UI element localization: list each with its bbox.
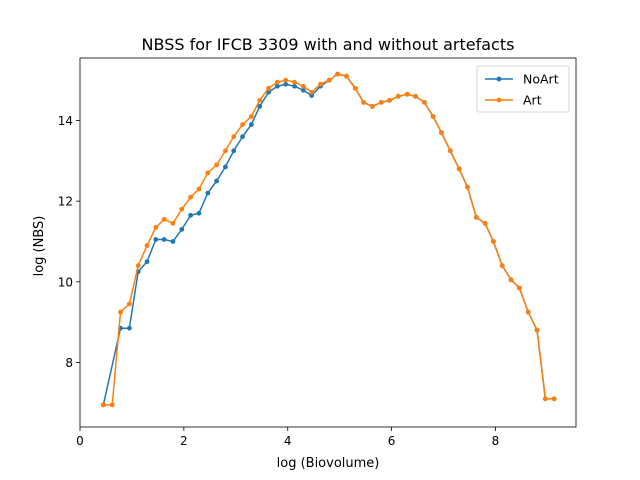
data-point-art (205, 170, 211, 176)
data-point-art (551, 396, 557, 402)
data-point-art (344, 73, 349, 79)
data-point-noart (161, 237, 167, 242)
plot-area: 0 2 4 6 8 8 10 12 14 (58, 57, 577, 448)
data-point-art (473, 214, 479, 220)
data-point-art (370, 103, 375, 109)
x-tick-label: 8 (492, 434, 500, 448)
data-point-art (516, 285, 522, 291)
axes-frame (79, 57, 577, 428)
data-point-art (421, 99, 427, 105)
data-point-art (248, 114, 254, 119)
data-point-art (135, 263, 141, 269)
data-point-art (309, 89, 315, 95)
data-point-art (456, 166, 462, 172)
y-tick-label: 8 (65, 356, 73, 370)
data-point-art (387, 97, 392, 103)
y-tick-label: 10 (58, 275, 73, 289)
x-tick-label: 4 (284, 434, 292, 448)
legend-marker-noart (496, 76, 502, 82)
data-point-noart (170, 239, 176, 244)
data-point-noart (126, 325, 132, 331)
data-point-art (300, 83, 306, 89)
data-point-art (188, 194, 194, 200)
x-tick-label: 0 (76, 434, 84, 448)
data-point-art (179, 206, 185, 212)
legend-label-art: Art (523, 93, 542, 108)
chart-title: NBSS for IFCB 3309 with and without arte… (142, 35, 515, 54)
data-point-art (534, 327, 540, 333)
data-point-art (439, 130, 444, 136)
legend-label-noart: NoArt (523, 72, 559, 87)
y-axis-label: log (NBS) (32, 216, 47, 277)
data-point-art (465, 184, 470, 190)
y-tick-label: 14 (58, 114, 73, 128)
data-point-art (214, 162, 219, 168)
x-tick-label: 6 (388, 434, 396, 448)
data-point-art (170, 220, 176, 226)
data-point-art (542, 396, 548, 402)
data-point-art (335, 71, 341, 77)
data-point-noart (240, 134, 245, 140)
data-point-art (378, 99, 384, 105)
data-point-art (161, 216, 167, 222)
data-point-art (292, 79, 297, 85)
data-point-art (404, 91, 410, 97)
data-point-art (326, 77, 332, 83)
data-point-art (109, 402, 115, 408)
legend-marker-art (496, 97, 502, 103)
data-point-art (361, 99, 366, 105)
data-point-art (430, 114, 436, 119)
data-point-art (231, 134, 237, 140)
data-point-art (491, 239, 496, 244)
data-point-noart (153, 237, 159, 242)
data-point-noart (231, 148, 237, 154)
data-point-art (508, 277, 514, 283)
data-point-noart (283, 81, 289, 87)
data-point-art (499, 263, 505, 269)
data-point-art (413, 93, 418, 99)
data-point-art (257, 97, 263, 103)
data-point-art (223, 148, 228, 154)
data-point-art (196, 186, 202, 192)
data-point-noart (257, 103, 263, 109)
data-point-noart (223, 164, 228, 170)
data-point-art (283, 77, 289, 83)
x-axis-label: log (Biovolume) (277, 456, 380, 471)
legend: NoArt Art (476, 65, 570, 113)
data-point-noart (292, 83, 297, 89)
data-point-noart (188, 212, 194, 218)
data-point-art (395, 93, 401, 99)
data-point-noart (179, 226, 185, 232)
data-point-noart (144, 259, 150, 265)
data-point-noart (248, 122, 254, 127)
data-point-art (482, 220, 488, 226)
data-point-art (144, 243, 150, 248)
data-point-art (447, 148, 453, 154)
data-point-noart (300, 87, 306, 93)
data-point-art (274, 79, 280, 85)
data-point-art (352, 85, 358, 91)
data-point-noart (196, 210, 202, 216)
x-tick-label: 2 (180, 434, 188, 448)
data-point-art (266, 85, 271, 91)
data-point-art (153, 224, 159, 230)
data-point-art (525, 309, 531, 315)
data-point-noart (274, 83, 280, 89)
data-point-art (100, 402, 106, 408)
data-point-art (126, 301, 132, 307)
data-point-art (118, 309, 123, 315)
data-point-art (318, 81, 323, 87)
data-point-noart (214, 178, 219, 184)
data-point-art (240, 122, 245, 127)
data-point-noart (205, 190, 211, 196)
y-tick-label: 12 (58, 195, 73, 209)
